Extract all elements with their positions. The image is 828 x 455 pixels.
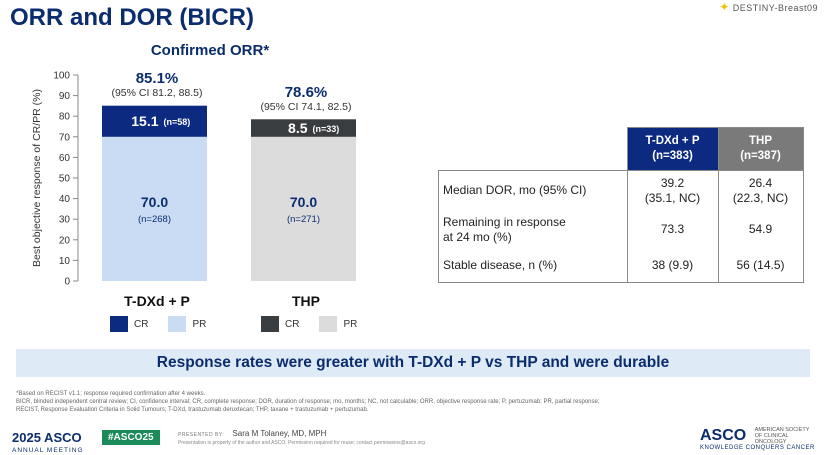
asco-year: 2025 ASCO [12, 430, 82, 445]
data-label: 70.0 [141, 194, 168, 210]
table-row: Stable disease, n (%) 38 (9.9) 56 (14.5) [438, 248, 804, 283]
total-orr-thp: 78.6% (95% CI 74.1, 82.5) [241, 84, 371, 113]
table-row: Median DOR, mo (95% CI) 39.2 (35.1, NC) … [438, 170, 804, 211]
cell-thp: 26.4 (22.3, NC) [717, 170, 804, 211]
cell-thp: 56 (14.5) [717, 248, 804, 283]
header-n: (n=387) [740, 150, 781, 162]
cell-value: 54.9 [748, 222, 773, 236]
data-label-n: (n=268) [138, 214, 171, 225]
slide-footer: 2025 ASCO ANNUAL MEETING #ASCO25 PRESENT… [0, 425, 828, 455]
row-label-line: Remaining in response [443, 214, 566, 229]
y-tick-label: 20 [59, 235, 71, 246]
y-tick-label: 10 [59, 256, 71, 267]
category-label-txd: T-DXd + P [124, 293, 190, 309]
chart-title: Confirmed ORR* [150, 42, 270, 59]
cell-txd: 73.3 [626, 210, 718, 249]
row-label-line: Stable disease, n (%) [443, 257, 558, 272]
legend-txd: CR PR [110, 316, 226, 332]
permission-note: Presentation is property of the author a… [178, 440, 425, 446]
data-label-n: (n=58) [164, 117, 191, 127]
category-label-thp: THP [292, 293, 320, 309]
total-orr-ci: (95% CI 74.1, 82.5) [260, 101, 352, 113]
footnote-line: BICR, blinded independent central review… [16, 399, 600, 405]
y-tick-label: 90 [59, 91, 71, 102]
society-name: AMERICAN SOCIETY OF CLINICAL ONCOLOGY [754, 427, 810, 445]
header-txd: T-DXd + P (n=383) [626, 127, 718, 171]
footnote-line: *Based on RECIST v1.1; response required… [16, 391, 206, 397]
y-tick-label: 40 [59, 194, 71, 205]
cell-value: 39.2 [660, 175, 685, 190]
row-label-line: at 24 mo (%) [443, 229, 512, 244]
cell-ci: (35.1, NC) [644, 190, 701, 205]
y-tick-label: 50 [59, 174, 71, 185]
dor-table: T-DXd + P (n=383) THP (n=387) Median DOR… [438, 127, 804, 283]
bar-pr-1 [251, 136, 356, 281]
header-n: (n=383) [652, 150, 693, 162]
cell-ci: (22.3, NC) [732, 190, 789, 205]
y-tick-label: 100 [53, 71, 70, 82]
header-thp: THP (n=387) [717, 127, 804, 171]
hashtag-badge: #ASCO25 [102, 430, 160, 445]
trial-logo: ✦ DESTINY-Breast09 [719, 0, 818, 14]
header-arm: THP [749, 135, 772, 147]
cell-value: 26.4 [748, 175, 773, 190]
orr-bar-chart: 0 10 20 30 40 50 60 70 80 90 100 70.0 (n=268) 15.1 (n… [31, 71, 356, 288]
asco-society-logo: ASCO AMERICAN SOCIETY OF CLINICAL ONCOLO… [700, 427, 815, 451]
y-tick-label: 80 [59, 112, 71, 123]
asco-meeting: ANNUAL MEETING [12, 447, 84, 454]
y-tick-label: 0 [64, 277, 70, 288]
asco-wordmark: ASCO [700, 427, 747, 445]
row-label-line: Median DOR, mo (95% CI) [443, 183, 587, 198]
legend-swatch-pr [319, 316, 338, 332]
data-label: 8.5 [288, 120, 308, 136]
y-tick-label: 60 [59, 153, 71, 164]
logo-text: DESTINY-Breast09 [732, 3, 818, 13]
cell-value: 38 (9.9) [651, 257, 694, 272]
presented-by-label: PRESENTED BY: [178, 432, 225, 438]
cell-value: 73.3 [660, 222, 685, 236]
key-message-banner: Response rates were greater with T-DXd +… [16, 349, 810, 377]
legend-thp: CR PR [261, 316, 377, 332]
bar-cr-1 [251, 119, 356, 137]
bar-cr-0 [102, 105, 207, 137]
legend-swatch-cr [110, 316, 128, 332]
bar-pr-0 [102, 136, 207, 281]
total-orr-ci: (95% CI 81.2, 88.5) [111, 87, 203, 99]
total-orr-value: 78.6% [284, 84, 328, 101]
asco-tagline: KNOWLEDGE CONQUERS CANCER [700, 445, 815, 452]
legend-label-cr: CR [285, 318, 300, 330]
presenter-name: Sara M Tolaney, MD, MPH [232, 429, 327, 438]
legend-label-pr: PR [192, 318, 207, 330]
cell-value: 56 (14.5) [736, 257, 785, 272]
data-label-n: (n=271) [287, 214, 320, 225]
legend-swatch-pr [168, 316, 187, 332]
row-label: Stable disease, n (%) [438, 248, 627, 283]
data-label: 15.1 [131, 113, 158, 129]
cell-txd: 38 (9.9) [626, 248, 718, 283]
asco-meeting-logo: 2025 ASCO ANNUAL MEETING [12, 429, 84, 454]
y-tick-label: 30 [59, 215, 71, 226]
header-arm: T-DXd + P [645, 135, 700, 147]
data-label-n: (n=33) [313, 124, 340, 134]
spark-icon: ✦ [719, 0, 730, 14]
data-label: 70.0 [290, 194, 317, 210]
row-label: Remaining in response at 24 mo (%) [438, 210, 627, 249]
y-tick-label: 70 [59, 132, 71, 143]
cell-thp: 54.9 [717, 210, 804, 249]
slide-title: ORR and DOR (BICR) [10, 4, 254, 31]
y-axis-label: Best objective response of CR/PR (%) [31, 89, 43, 267]
footnotes: *Based on RECIST v1.1; response required… [16, 390, 806, 414]
row-label: Median DOR, mo (95% CI) [438, 170, 627, 211]
total-orr-txd: 85.1% (95% CI 81.2, 88.5) [92, 70, 222, 99]
table-corner [439, 128, 628, 171]
legend-label-cr: CR [134, 318, 149, 330]
legend-label-pr: PR [343, 318, 358, 330]
table-row: Remaining in response at 24 mo (%) 73.3 … [438, 210, 804, 249]
presenter-info: PRESENTED BY: Sara M Tolaney, MD, MPH Pr… [178, 429, 425, 446]
footnote-line: RECIST, Response Evaluation Criteria in … [16, 407, 369, 413]
cell-txd: 39.2 (35.1, NC) [626, 170, 718, 211]
total-orr-value: 85.1% [135, 70, 179, 87]
legend-swatch-cr [261, 316, 279, 332]
